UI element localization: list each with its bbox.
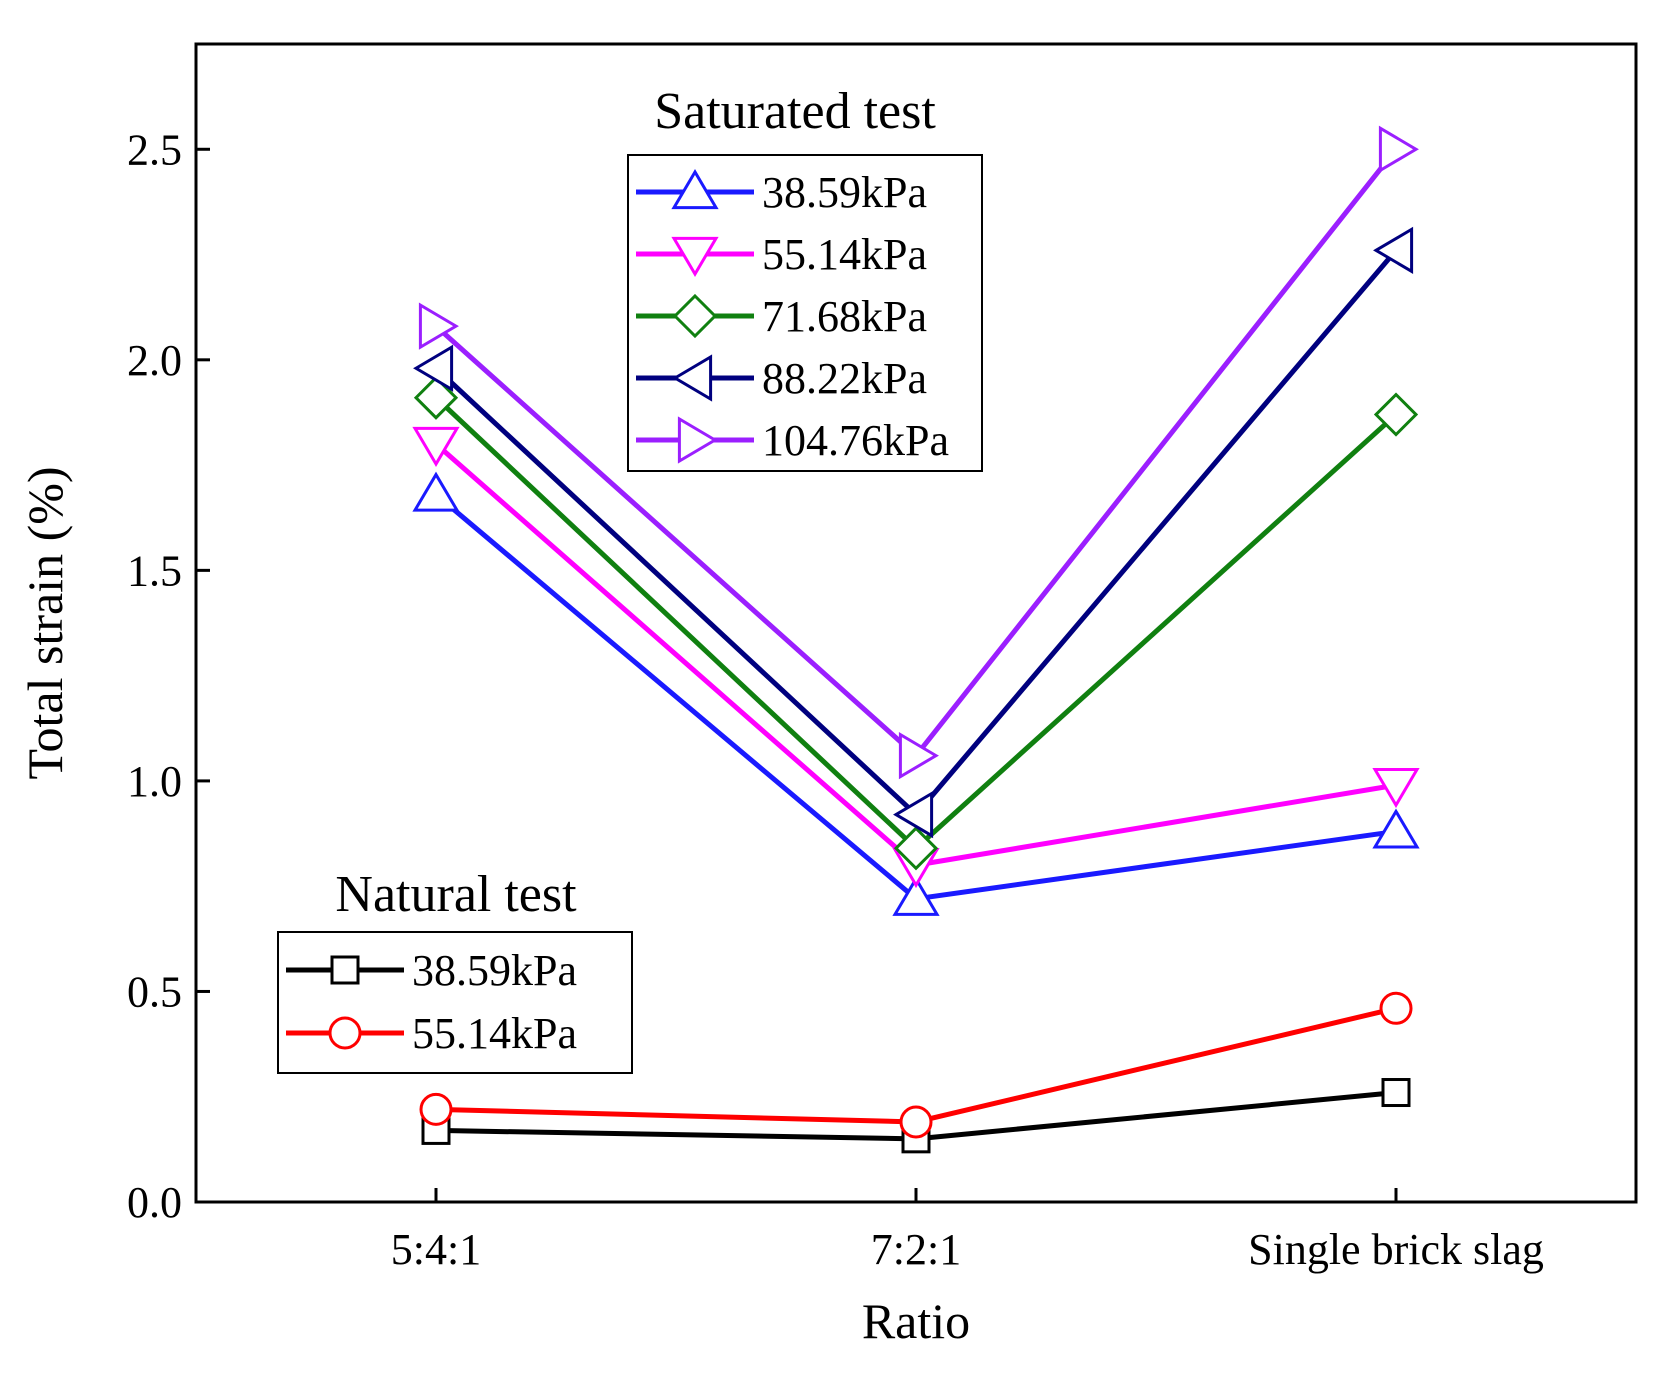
legend-entry-saturated-test-104-76kpa-label: 104.76kPa — [762, 416, 949, 465]
series-layer — [412, 125, 1420, 1154]
series-saturated-test-38-59kpa-point-7-2-1 — [892, 875, 940, 916]
legend-entry-saturated-test-55-14kpa-marker — [671, 236, 719, 277]
series-saturated-test-71-68kpa-point-7-2-1 — [893, 826, 939, 871]
legend-entry-saturated-test-38-59kpa-label: 38.59kPa — [762, 168, 927, 217]
legend-entry-saturated-test-55-14kpa: 55.14kPa — [636, 230, 927, 279]
series-saturated-test-88-22kpa-point-single-brick-slag — [1373, 226, 1414, 274]
series-saturated-test-38-59kpa — [412, 471, 1420, 916]
series-natural-test-38-59kpa-point-single-brick-slag — [1381, 1078, 1411, 1108]
series-natural-test-55-14kpa-point-7-2-1 — [899, 1105, 933, 1139]
series-saturated-test-88-22kpa — [413, 226, 1414, 839]
legend-entry-saturated-test-88-22kpa: 88.22kPa — [636, 354, 927, 403]
y-tick-label: 1.0 — [127, 757, 182, 806]
legend-entry-saturated-test-38-59kpa: 38.59kPa — [636, 168, 927, 217]
legend-entry-saturated-test-104-76kpa: 104.76kPa — [636, 416, 949, 465]
x-tick-label: 7:2:1 — [871, 1225, 961, 1274]
y-tick-label: 0.0 — [127, 1178, 182, 1227]
legend-entry-saturated-test-55-14kpa-label: 55.14kPa — [762, 230, 927, 279]
legend-entry-natural-test-55-14kpa-marker — [328, 1016, 362, 1050]
series-natural-test-55-14kpa-point-single-brick-slag — [1379, 991, 1413, 1025]
x-tick-label: 5:4:1 — [391, 1225, 481, 1274]
legend-entry-saturated-test-71-68kpa: 71.68kPa — [636, 292, 927, 341]
legend-natural-title: Natural test — [335, 866, 577, 923]
legend-entry-natural-test-55-14kpa: 55.14kPa — [286, 1009, 577, 1058]
legend-entry-natural-test-38-59kpa: 38.59kPa — [286, 946, 577, 995]
legend-entry-natural-test-55-14kpa-label: 55.14kPa — [412, 1009, 577, 1058]
series-saturated-test-55-14kpa-point-single-brick-slag — [1372, 768, 1420, 809]
legend-entry-saturated-test-71-68kpa-marker — [672, 293, 718, 339]
y-axis-title: Total strain (%) — [17, 466, 73, 779]
series-saturated-test-38-59kpa-point-single-brick-slag — [1372, 808, 1420, 849]
series-saturated-test-38-59kpa-point-5-4-1 — [412, 471, 460, 512]
legend-entry-natural-test-38-59kpa-marker — [330, 955, 360, 985]
y-axis: 0.0 0.5 1.0 1.5 2.0 2.5 — [127, 125, 210, 1227]
series-saturated-test-71-68kpa — [413, 375, 1419, 871]
series-saturated-test-104-76kpa — [418, 125, 1419, 780]
series-saturated-test-71-68kpa-point-5-4-1 — [413, 375, 459, 420]
y-tick-label: 1.5 — [127, 546, 182, 595]
legend-entry-natural-test-38-59kpa-label: 38.59kPa — [412, 946, 577, 995]
series-natural-test-55-14kpa-point-5-4-1 — [419, 1092, 453, 1126]
series-saturated-test-88-22kpa-point-5-4-1 — [413, 344, 454, 392]
series-natural-test-55-14kpa — [419, 991, 1413, 1139]
legend-entry-saturated-test-88-22kpa-marker — [672, 354, 713, 402]
series-saturated-test-55-14kpa-point-5-4-1 — [412, 426, 460, 467]
x-tick-label: Single brick slag — [1248, 1225, 1544, 1274]
legend-saturated-title: Saturated test — [654, 83, 936, 140]
legend-entry-saturated-test-88-22kpa-label: 88.22kPa — [762, 354, 927, 403]
x-axis: 5:4:1 7:2:1 Single brick slag — [391, 1188, 1544, 1274]
x-axis-title: Ratio — [862, 1293, 970, 1349]
series-saturated-test-104-76kpa-point-7-2-1 — [898, 732, 939, 780]
legend-entry-saturated-test-104-76kpa-marker — [677, 416, 718, 464]
series-saturated-test-71-68kpa-point-single-brick-slag — [1373, 392, 1419, 437]
y-tick-label: 0.5 — [127, 967, 182, 1016]
series-saturated-test-104-76kpa-point-single-brick-slag — [1378, 125, 1419, 173]
series-saturated-test-88-22kpa-point-7-2-1 — [893, 790, 934, 839]
y-tick-label: 2.5 — [127, 125, 182, 174]
legend-entry-saturated-test-38-59kpa-marker — [671, 169, 719, 210]
y-tick-label: 2.0 — [127, 336, 182, 385]
legend-saturated: Saturated test 38.59kPa 55.14kPa 71.68kPa 8… — [627, 83, 983, 472]
legend-natural: Natural test 38.59kPa 55.14kPa — [277, 866, 633, 1074]
legend-entry-saturated-test-71-68kpa-label: 71.68kPa — [762, 292, 927, 341]
series-saturated-test-104-76kpa-point-5-4-1 — [418, 302, 459, 350]
